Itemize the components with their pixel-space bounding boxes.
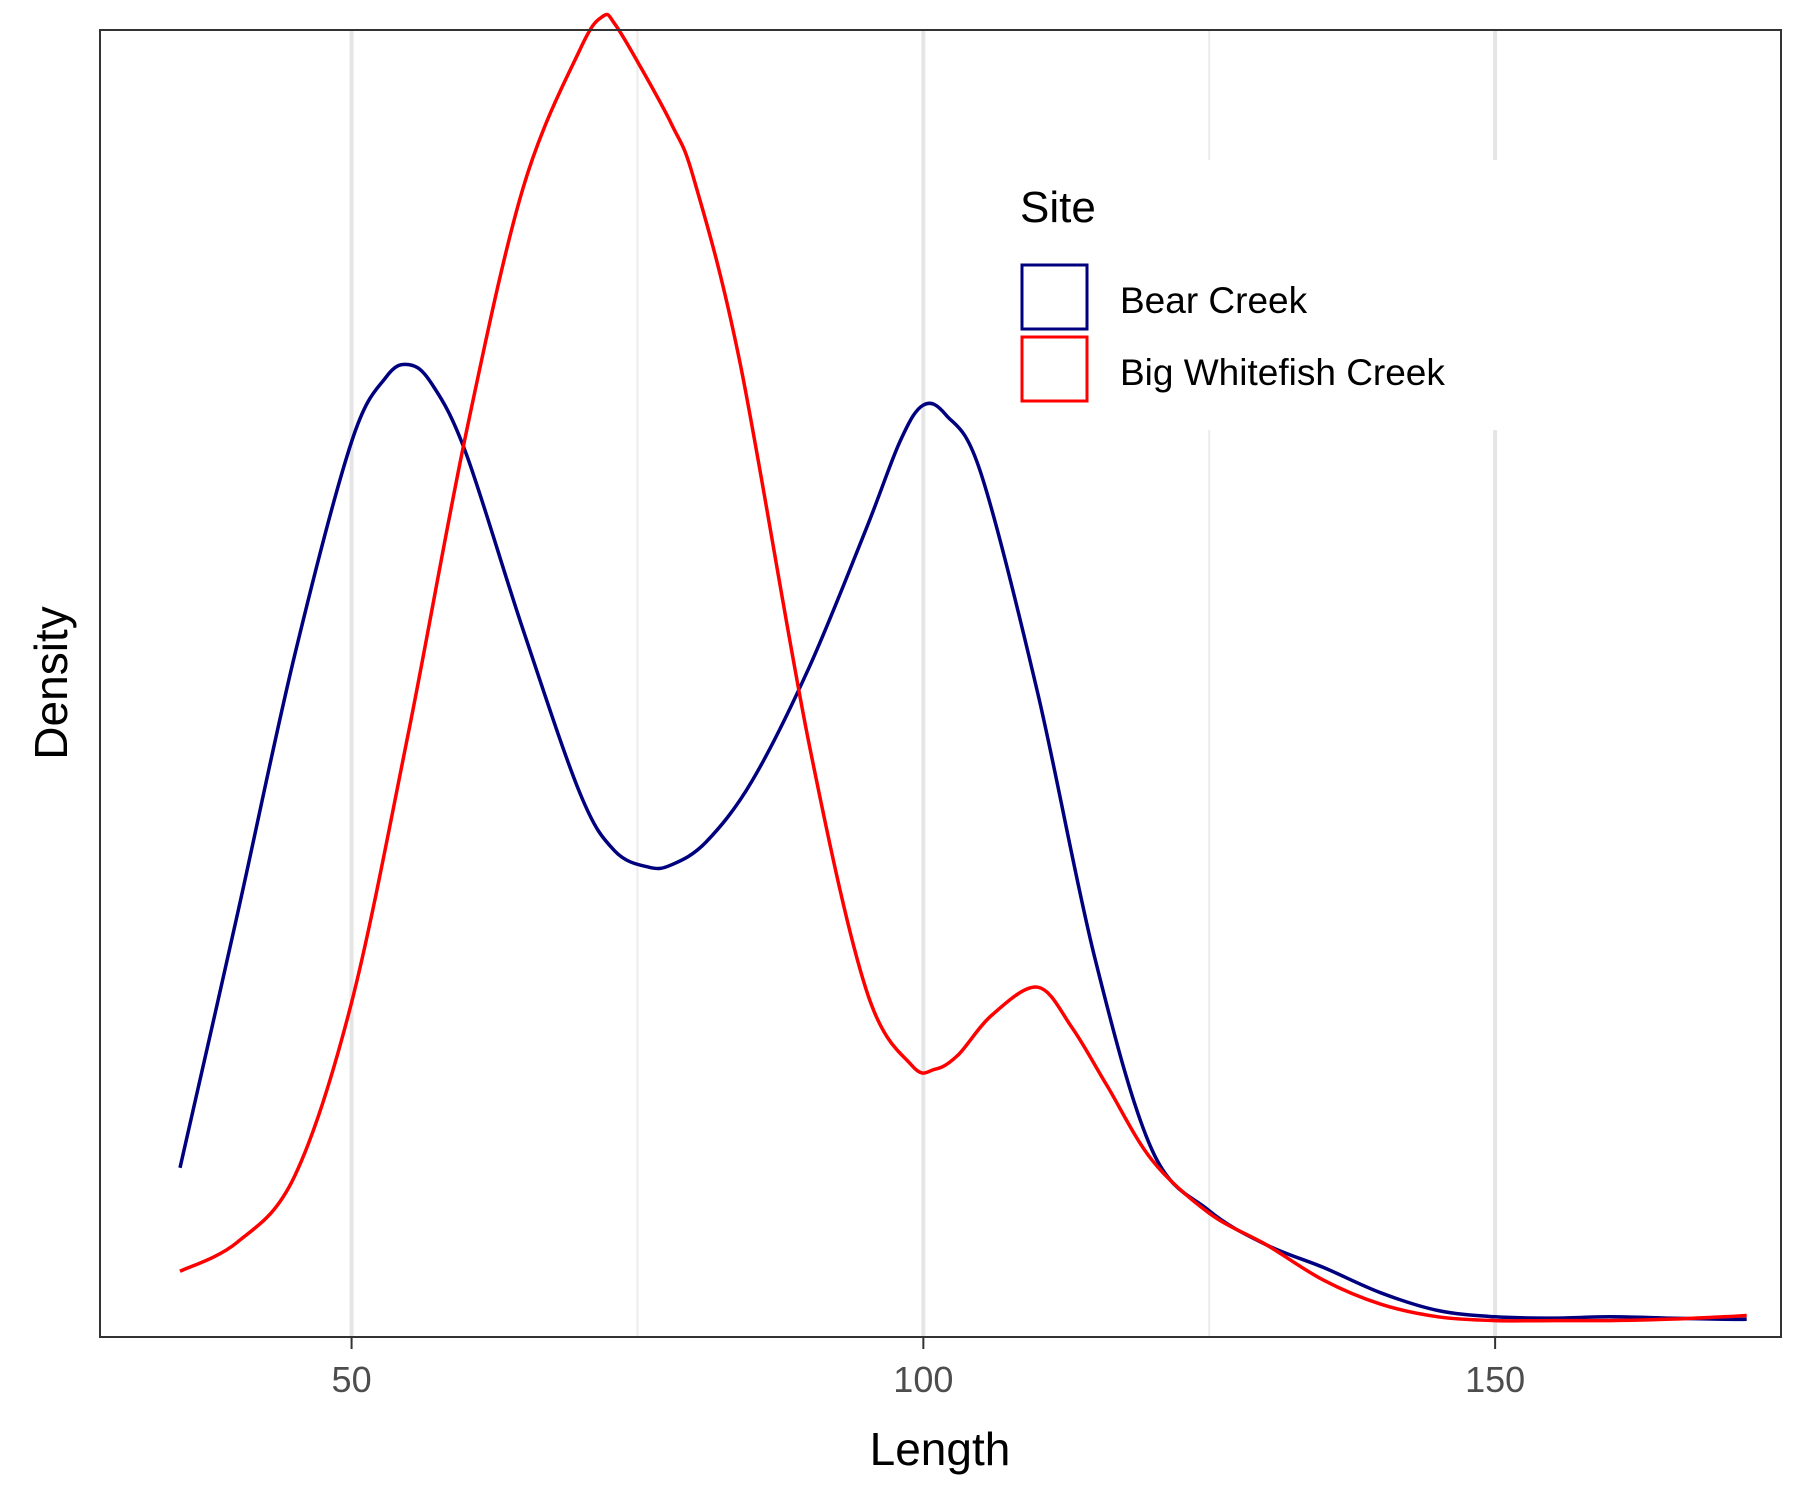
- x-tick-label-50: 50: [332, 1359, 372, 1400]
- tick-layer: 50 100 150: [332, 1337, 1525, 1400]
- legend-key-bear-creek: [1020, 263, 1089, 331]
- legend-key-big-whitefish-creek: [1020, 335, 1089, 403]
- series-line-big-whitefish-creek: [179, 12, 1747, 1323]
- legend-label-big-whitefish-creek: Big Whitefish Creek: [1120, 352, 1445, 393]
- x-tick-label-150: 150: [1465, 1359, 1525, 1400]
- series-line-bear-creek: [178, 362, 1747, 1322]
- series-layer: [178, 12, 1747, 1323]
- legend: Site Bear Creek Big Whitefish Creek: [1010, 160, 1550, 430]
- x-tick-label-100: 100: [893, 1359, 953, 1400]
- y-axis-title: Density: [25, 606, 77, 759]
- legend-title: Site: [1020, 183, 1096, 232]
- legend-background: [1010, 160, 1550, 430]
- legend-label-bear-creek: Bear Creek: [1120, 280, 1308, 321]
- plot-panel-border: [99, 29, 1782, 1338]
- x-axis-title: Length: [870, 1423, 1011, 1475]
